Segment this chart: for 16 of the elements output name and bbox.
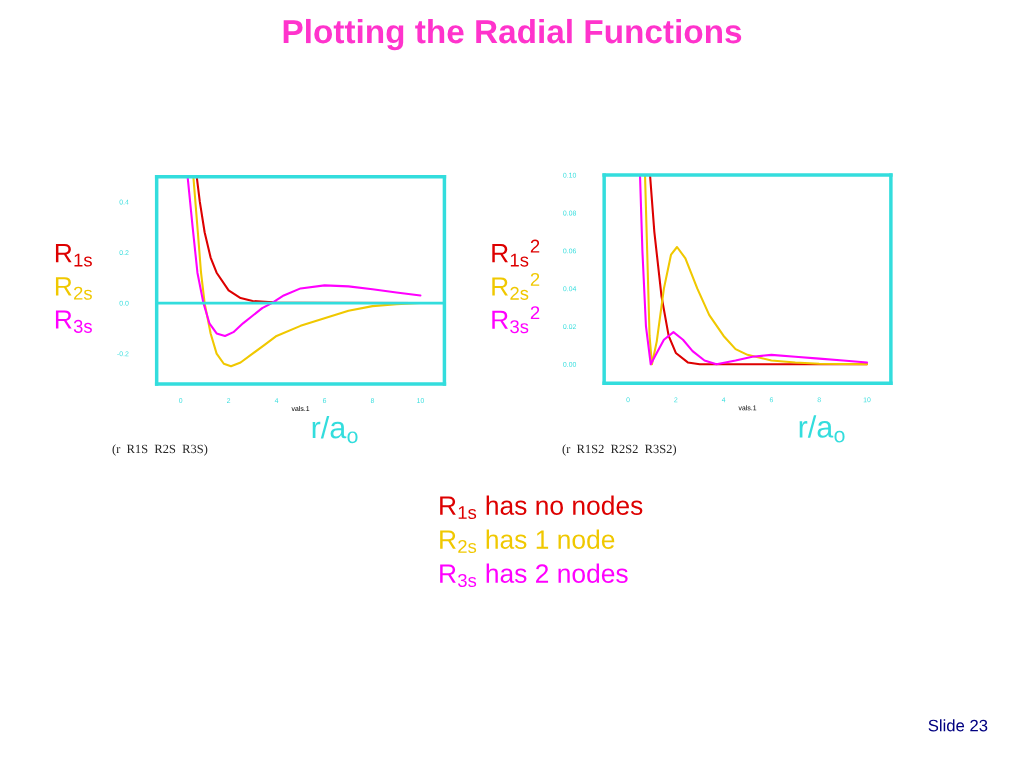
- text: R$_{3s}$ has 2 nodes: [440, 563, 628, 588]
- text: Plotting the Radial Functions: [283, 18, 742, 51]
- text: R$_{3s}$$^{2}$: [492, 306, 540, 334]
- line-series: [186, 176, 422, 337]
- text: R$_{1s}$ has no nodes: [440, 495, 643, 520]
- text: (r R1S2 R2S2 R3S2): [562, 444, 677, 456]
- text: R$_{2s}$$^{2}$: [492, 272, 540, 300]
- text: Slide 23: [928, 719, 988, 732]
- x-axis-title: r/a$_{o}$: [799, 415, 845, 443]
- text: R$_{3s}$: [55, 310, 92, 333]
- text: (r R1S R2S R3S): [112, 444, 208, 456]
- text: R$_{2s}$: [55, 277, 92, 300]
- x-axis-title: r/a$_{o}$: [312, 415, 358, 444]
- text: R$_{1s}$$^{2}$: [492, 239, 540, 267]
- text: R$_{1s}$: [55, 244, 92, 267]
- text: R$_{2s}$ has 1 node: [440, 529, 615, 554]
